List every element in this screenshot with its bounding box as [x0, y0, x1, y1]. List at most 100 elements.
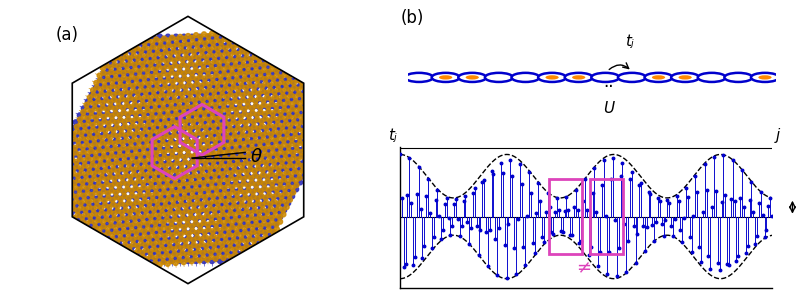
Circle shape: [238, 196, 242, 201]
Circle shape: [98, 236, 102, 240]
Circle shape: [227, 157, 232, 162]
Circle shape: [174, 156, 179, 161]
Circle shape: [170, 92, 174, 97]
Circle shape: [254, 33, 259, 38]
Circle shape: [182, 127, 186, 132]
Circle shape: [286, 148, 291, 153]
Circle shape: [282, 166, 286, 171]
Circle shape: [166, 112, 170, 117]
Circle shape: [258, 249, 262, 254]
Circle shape: [114, 50, 118, 55]
Circle shape: [90, 166, 94, 171]
Circle shape: [190, 44, 194, 48]
Circle shape: [210, 75, 215, 80]
Circle shape: [134, 145, 138, 150]
Circle shape: [82, 194, 86, 199]
Circle shape: [258, 37, 262, 41]
Circle shape: [158, 196, 162, 201]
Circle shape: [294, 90, 298, 94]
Circle shape: [222, 67, 226, 72]
Circle shape: [135, 55, 140, 60]
Circle shape: [210, 150, 214, 154]
Circle shape: [254, 57, 258, 62]
Circle shape: [146, 161, 150, 166]
Circle shape: [130, 193, 134, 198]
Circle shape: [86, 156, 90, 161]
Circle shape: [162, 150, 166, 155]
Circle shape: [175, 91, 180, 95]
Circle shape: [230, 131, 234, 136]
Circle shape: [198, 158, 203, 163]
Circle shape: [209, 180, 214, 185]
Circle shape: [100, 175, 105, 180]
Circle shape: [300, 164, 305, 168]
Circle shape: [290, 69, 294, 74]
Circle shape: [181, 181, 186, 185]
Circle shape: [290, 185, 295, 190]
Circle shape: [243, 41, 248, 46]
Circle shape: [214, 117, 219, 122]
Circle shape: [262, 76, 267, 82]
Circle shape: [126, 99, 130, 104]
Circle shape: [146, 41, 150, 46]
Circle shape: [178, 92, 182, 97]
Circle shape: [146, 55, 150, 60]
Circle shape: [86, 113, 90, 118]
Circle shape: [186, 236, 192, 241]
Circle shape: [162, 222, 166, 226]
Circle shape: [114, 166, 118, 171]
Circle shape: [166, 201, 170, 206]
Circle shape: [215, 121, 220, 126]
Circle shape: [151, 88, 156, 93]
Circle shape: [104, 177, 109, 182]
Circle shape: [259, 40, 264, 45]
Circle shape: [212, 128, 217, 134]
Circle shape: [134, 200, 139, 204]
Circle shape: [126, 161, 131, 166]
Circle shape: [286, 90, 290, 94]
Circle shape: [146, 134, 150, 139]
Circle shape: [82, 114, 86, 119]
Circle shape: [276, 206, 281, 210]
Circle shape: [222, 190, 227, 195]
Circle shape: [130, 222, 134, 226]
Circle shape: [62, 173, 66, 178]
Circle shape: [242, 236, 246, 240]
Circle shape: [218, 152, 222, 157]
Circle shape: [127, 130, 132, 135]
Circle shape: [123, 50, 128, 54]
Circle shape: [208, 166, 213, 171]
Circle shape: [271, 160, 276, 164]
Circle shape: [110, 154, 114, 159]
Circle shape: [126, 154, 130, 159]
Circle shape: [89, 109, 94, 114]
Circle shape: [70, 159, 74, 164]
Circle shape: [238, 145, 242, 150]
Circle shape: [194, 189, 198, 194]
Circle shape: [166, 196, 170, 201]
Circle shape: [238, 85, 242, 90]
Circle shape: [242, 37, 246, 41]
Circle shape: [234, 55, 238, 60]
Circle shape: [190, 159, 195, 164]
Circle shape: [74, 166, 78, 171]
Circle shape: [70, 158, 74, 162]
Circle shape: [405, 73, 433, 82]
Circle shape: [243, 195, 248, 200]
Circle shape: [279, 198, 284, 203]
Circle shape: [158, 227, 162, 232]
Circle shape: [234, 203, 238, 208]
Circle shape: [162, 225, 166, 230]
Circle shape: [282, 68, 286, 73]
Circle shape: [130, 69, 134, 74]
Circle shape: [204, 55, 209, 60]
Circle shape: [131, 207, 136, 212]
Circle shape: [305, 135, 310, 140]
Circle shape: [278, 173, 282, 178]
Circle shape: [260, 202, 265, 207]
Circle shape: [266, 161, 270, 166]
Circle shape: [148, 249, 153, 254]
Circle shape: [301, 133, 306, 138]
Circle shape: [78, 159, 82, 164]
Circle shape: [178, 148, 182, 153]
